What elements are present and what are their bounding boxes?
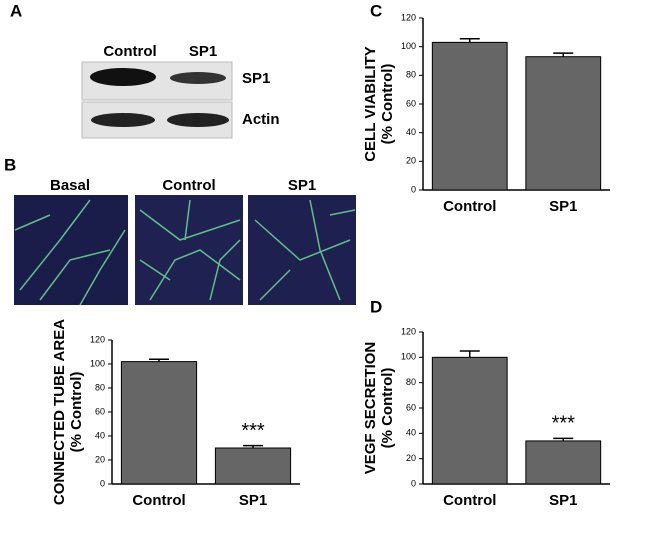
bar	[525, 56, 602, 191]
band-label: Actin	[242, 111, 280, 128]
band	[91, 113, 155, 127]
band	[167, 113, 229, 127]
y-tick-label: 20	[95, 454, 105, 464]
x-tick-label: Control	[443, 492, 496, 509]
x-tick-label: SP1	[239, 492, 267, 509]
y-tick-label: 80	[406, 70, 416, 80]
y-tick-label: 40	[406, 127, 416, 137]
panel-label: C	[370, 1, 382, 20]
panel-label: B	[4, 155, 16, 174]
x-tick-label: SP1	[549, 198, 577, 215]
y-tick-label: 40	[95, 430, 105, 440]
bar	[525, 440, 602, 485]
y-axis-label: (% Control)	[68, 372, 85, 453]
x-tick-label: Control	[443, 198, 496, 215]
y-tick-label: 80	[95, 382, 105, 392]
y-axis-label: CONNECTED TUBE AREA	[51, 319, 68, 505]
band	[170, 72, 226, 84]
micrographs	[14, 195, 356, 306]
panel-label: D	[370, 297, 382, 316]
y-tick-label: 100	[401, 352, 416, 362]
panel-label: A	[10, 1, 22, 20]
y-tick-label: 0	[411, 478, 416, 488]
y-tick-label: 0	[100, 478, 105, 488]
band	[90, 68, 156, 86]
y-axis-label: CELL VIABILITY	[362, 46, 379, 162]
x-tick-label: SP1	[549, 492, 577, 509]
y-axis-label: (% Control)	[379, 368, 396, 449]
y-tick-label: 0	[411, 184, 416, 194]
y-tick-label: 100	[90, 358, 105, 368]
image-label: Basal	[50, 177, 90, 194]
y-tick-label: 20	[406, 453, 416, 463]
bar	[431, 41, 508, 191]
y-tick-label: 20	[406, 156, 416, 166]
bar	[120, 361, 198, 485]
lane-label: Control	[103, 43, 156, 60]
image-label: SP1	[288, 177, 316, 194]
x-tick-label: Control	[132, 492, 185, 509]
y-axis-label: (% Control)	[379, 64, 396, 145]
y-tick-label: 60	[406, 402, 416, 412]
y-axis-label: VEGF SECRETION	[362, 342, 379, 475]
y-tick-label: 120	[401, 326, 416, 336]
lane-label: SP1	[189, 43, 217, 60]
band-label: SP1	[242, 70, 270, 87]
significance: ***	[552, 413, 576, 435]
bar	[431, 356, 508, 485]
y-tick-label: 60	[406, 98, 416, 108]
y-tick-label: 80	[406, 377, 416, 387]
significance: ***	[241, 420, 265, 442]
y-tick-label: 60	[95, 406, 105, 416]
y-tick-label: 40	[406, 428, 416, 438]
y-tick-label: 100	[401, 41, 416, 51]
y-tick-label: 120	[90, 334, 105, 344]
y-tick-label: 120	[401, 12, 416, 22]
image-label: Control	[162, 177, 215, 194]
bar	[214, 447, 292, 485]
